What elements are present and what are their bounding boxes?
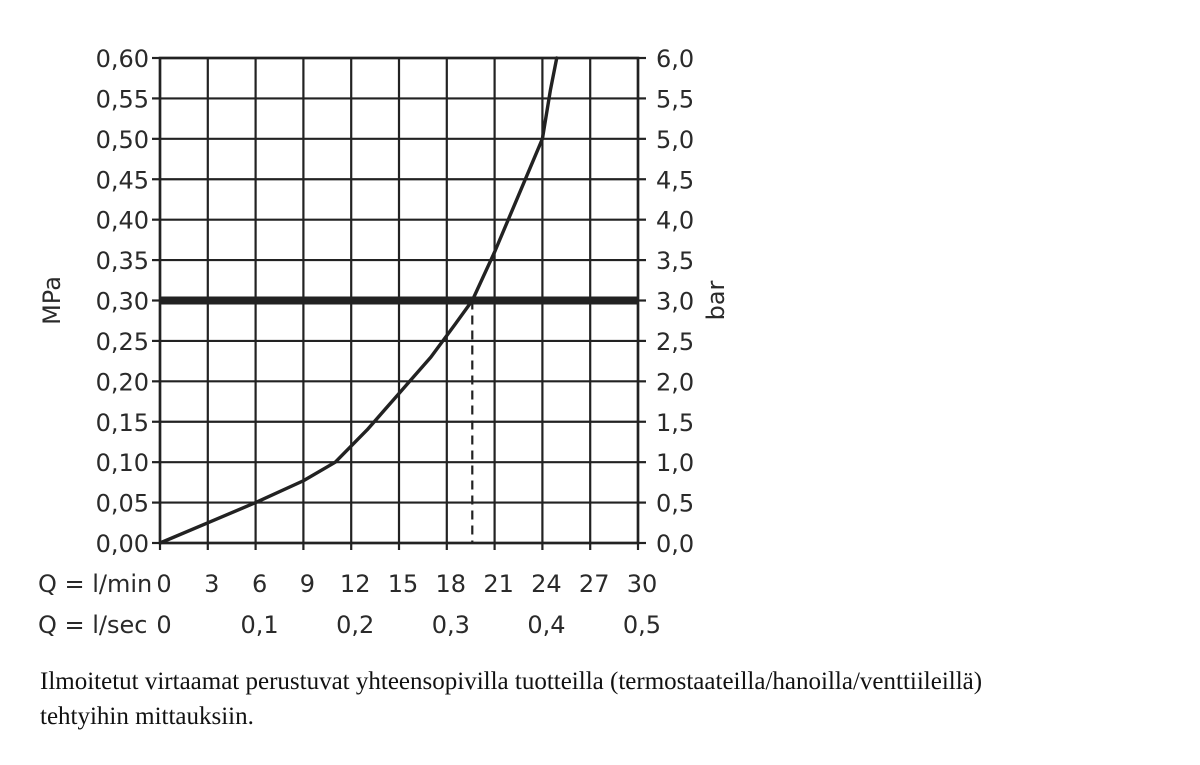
y-tick-label-left: 0,10: [96, 449, 149, 477]
y-tick-label-left: 0,60: [96, 45, 149, 73]
flow-curve: [158, 56, 559, 545]
y-tick-label-right: 3,5: [656, 247, 694, 275]
x-tick-label-lsec: 0,3: [432, 611, 470, 639]
flow-pressure-chart: 0,000,050,100,150,200,250,300,350,400,45…: [38, 45, 730, 639]
x-tick-label-lmin: 12: [340, 570, 371, 598]
x-axis-title-lsec: Q = l/sec: [38, 611, 147, 639]
x-tick-label-lmin: 6: [252, 570, 267, 598]
y-tick-label-right: 0,5: [656, 490, 694, 518]
y-tick-label-right: 4,0: [656, 207, 694, 235]
caption-line-1: Ilmoitetut virtaamat perustuvat yhteenso…: [40, 668, 983, 695]
x-tick-label-lsec: 0,5: [623, 611, 661, 639]
x-tick-label-lmin: 30: [627, 570, 658, 598]
x-tick-label-lmin: 3: [204, 570, 219, 598]
y-axis-title-left: MPa: [38, 276, 66, 325]
y-tick-label-right: 1,5: [656, 409, 694, 437]
caption: Ilmoitetut virtaamat perustuvat yhteenso…: [40, 664, 1170, 734]
y-tick-label-right: 2,0: [656, 368, 694, 396]
y-tick-label-left: 0,00: [96, 530, 149, 558]
y-tick-label-left: 0,20: [96, 368, 149, 396]
caption-line-2: tehtyihin mittauksiin.: [40, 703, 254, 730]
x-tick-label-lmin: 18: [436, 570, 467, 598]
y-tick-label-left: 0,15: [96, 409, 149, 437]
y-tick-label-left: 0,35: [96, 247, 149, 275]
y-tick-label-right: 6,0: [656, 45, 694, 73]
x-axis-title-lmin: Q = l/min: [38, 570, 152, 598]
x-tick-label-lmin: 21: [483, 570, 514, 598]
x-tick-label-lmin: 0: [156, 570, 171, 598]
y-tick-label-right: 2,5: [656, 328, 694, 356]
y-tick-label-left: 0,55: [96, 85, 149, 113]
x-tick-label-lmin: 9: [300, 570, 315, 598]
y-tick-label-left: 0,30: [96, 288, 149, 316]
x-tick-label-lmin: 24: [531, 570, 562, 598]
y-tick-label-left: 0,05: [96, 490, 149, 518]
y-tick-label-right: 5,0: [656, 126, 694, 154]
x-tick-label-lsec: 0: [156, 611, 171, 639]
y-tick-label-right: 3,0: [656, 288, 694, 316]
y-tick-label-left: 0,25: [96, 328, 149, 356]
x-tick-label-lsec: 0,4: [527, 611, 565, 639]
x-tick-label-lsec: 0,1: [241, 611, 279, 639]
x-tick-label-lmin: 27: [579, 570, 610, 598]
y-axis-title-right: bar: [702, 280, 730, 320]
x-tick-label-lsec: 0,2: [336, 611, 374, 639]
y-tick-label-right: 5,5: [656, 85, 694, 113]
y-tick-label-right: 4,5: [656, 166, 694, 194]
y-tick-label-right: 1,0: [656, 449, 694, 477]
y-tick-label-left: 0,45: [96, 166, 149, 194]
x-tick-label-lmin: 15: [388, 570, 419, 598]
y-tick-label-left: 0,40: [96, 207, 149, 235]
y-tick-label-right: 0,0: [656, 530, 694, 558]
y-tick-label-left: 0,50: [96, 126, 149, 154]
